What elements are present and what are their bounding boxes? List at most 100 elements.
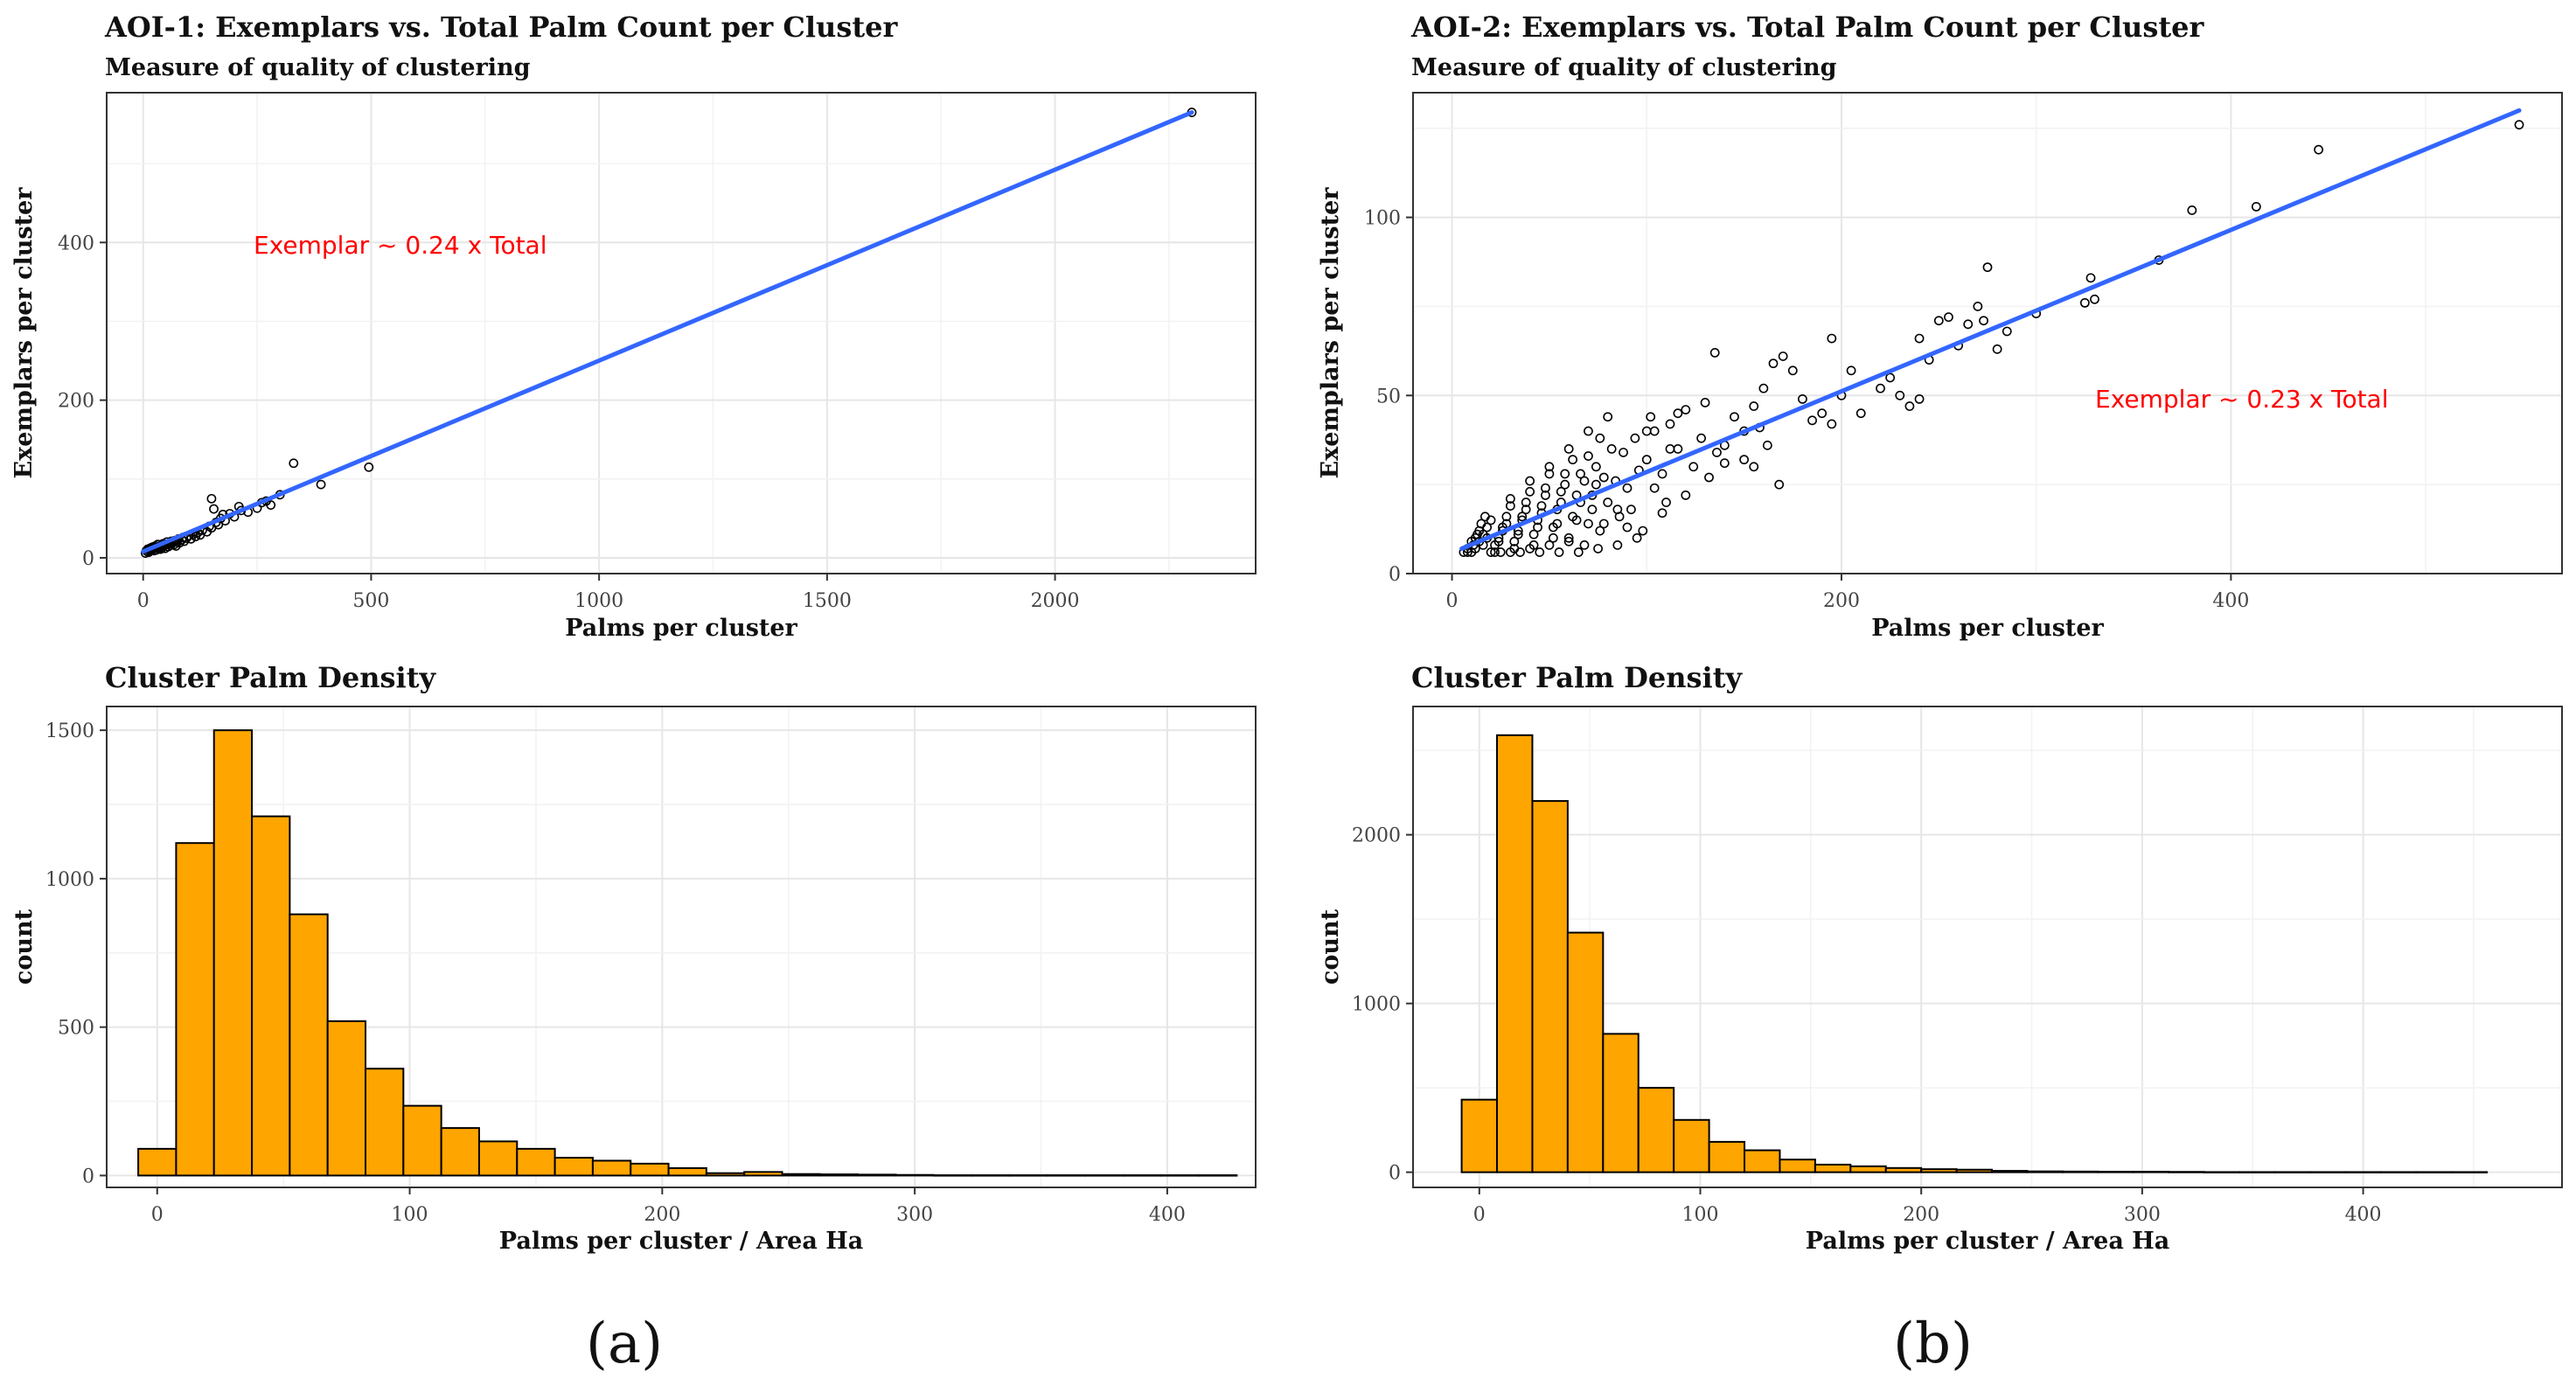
data-point: [1486, 547, 1496, 557]
x-tick-label: 0: [1446, 590, 1459, 612]
x-tick-label: 0: [151, 1204, 164, 1226]
histogram-bar: [1084, 1174, 1124, 1177]
histogram-bar: [553, 1157, 594, 1177]
data-point: [1521, 505, 1531, 515]
data-point: [1528, 529, 1539, 539]
y-tick-label: 0: [1389, 564, 1401, 586]
data-point: [1584, 426, 1593, 436]
histogram-bar: [175, 842, 215, 1177]
data-point: [1778, 351, 1788, 361]
data-point: [1595, 525, 1605, 536]
histogram-bar: [1198, 1174, 1238, 1177]
chart-subtitle: Measure of quality of clustering: [105, 54, 531, 81]
x-tick-label: 400: [2212, 590, 2249, 612]
y-tick-label: 50: [1376, 386, 1401, 407]
histogram-bar: [1884, 1166, 1923, 1173]
histogram-bar: [818, 1173, 860, 1177]
histogram-bar: [2450, 1171, 2489, 1173]
histogram-bar: [1744, 1149, 1781, 1173]
plot-border: [106, 92, 1257, 574]
data-point: [1525, 476, 1535, 486]
data-point: [1982, 262, 1993, 273]
data-point: [1571, 515, 1582, 525]
caption-a: (a): [586, 1312, 664, 1376]
data-point: [1598, 519, 1609, 529]
histogram-bar: [1460, 1098, 1499, 1173]
data-point: [1544, 469, 1555, 479]
data-point: [1768, 358, 1779, 369]
data-point: [1536, 501, 1547, 511]
data-point: [1556, 486, 1566, 497]
data-point: [1876, 383, 1885, 393]
data-point: [1681, 490, 1691, 500]
histogram-bar: [326, 1020, 367, 1177]
histogram-bar: [1046, 1174, 1087, 1177]
data-point: [1979, 316, 1988, 326]
histogram-bar: [1637, 1087, 1675, 1173]
data-point: [1612, 505, 1623, 515]
data-point: [1622, 483, 1633, 493]
x-tick-label: 100: [1682, 1204, 1719, 1226]
histogram-bar: [1602, 1033, 1640, 1173]
data-point: [1665, 444, 1675, 454]
data-point: [1632, 532, 1642, 543]
data-point: [2090, 294, 2099, 304]
x-tick-label: 0: [1473, 1204, 1486, 1226]
data-point: [1472, 529, 1482, 539]
data-point: [1560, 469, 1570, 479]
data-point: [1657, 508, 1667, 519]
data-point: [1563, 444, 1574, 454]
y-tick-label: 400: [58, 233, 94, 254]
data-point: [209, 504, 219, 514]
data-point: [1827, 419, 1837, 429]
y-tick-label: 1000: [45, 869, 94, 891]
data-point: [1895, 390, 1905, 400]
histogram-bar: [667, 1166, 707, 1177]
chart-panel-3: Cluster Palm Density 0 100 200 300 400 0 500 100…: [10, 661, 1257, 1255]
histogram-bar: [1531, 800, 1569, 1173]
x-axis-label: Palms per cluster / Area Ha: [499, 1228, 864, 1255]
data-point: [1704, 472, 1714, 483]
chart-subtitle: Measure of quality of clustering: [1411, 54, 1837, 81]
data-point: [1758, 383, 1769, 393]
data-point: [2251, 201, 2261, 212]
histogram-bar: [1920, 1168, 1958, 1173]
histogram-bar: [2415, 1171, 2453, 1173]
caption-b: (b): [1893, 1312, 1973, 1376]
data-point: [1649, 426, 1660, 436]
data-point: [1774, 479, 1785, 490]
data-point: [364, 462, 374, 472]
histogram-bar: [1496, 734, 1534, 1173]
data-point: [1638, 525, 1648, 536]
histogram-bar: [895, 1173, 935, 1177]
data-point: [1606, 444, 1617, 454]
histogram-bar: [289, 913, 329, 1177]
data-point: [1579, 540, 1590, 550]
annotation-text: Exemplar ~ 0.24 x Total: [254, 231, 547, 260]
data-point: [1544, 540, 1555, 550]
data-point: [1603, 412, 1613, 422]
data-point: [1626, 505, 1636, 515]
data-point: [1688, 462, 1699, 472]
plot-border: [1412, 92, 2563, 574]
data-point: [1807, 415, 1817, 426]
x-axis-label: Palms per cluster: [565, 615, 797, 642]
x-tick-label: 200: [1823, 590, 1860, 612]
data-point: [1493, 536, 1504, 546]
data-point: [1641, 426, 1652, 436]
data-point: [1490, 547, 1500, 557]
data-point: [1944, 312, 1953, 323]
data-point: [2514, 120, 2524, 130]
chart-panel-2: AOI-2: Exemplars vs. Total Palm Count pe…: [1317, 10, 2563, 642]
data-point: [1541, 490, 1550, 500]
data-point: [1554, 547, 1564, 557]
data-point: [1762, 440, 1772, 450]
histogram-bar: [137, 1147, 178, 1177]
data-point: [1576, 469, 1585, 479]
chart-title: AOI-2: Exemplars vs. Total Palm Count pe…: [1410, 10, 2204, 44]
data-point: [266, 500, 276, 510]
data-point: [1593, 544, 1603, 553]
histogram-bar: [705, 1172, 746, 1177]
data-point: [1612, 540, 1623, 550]
